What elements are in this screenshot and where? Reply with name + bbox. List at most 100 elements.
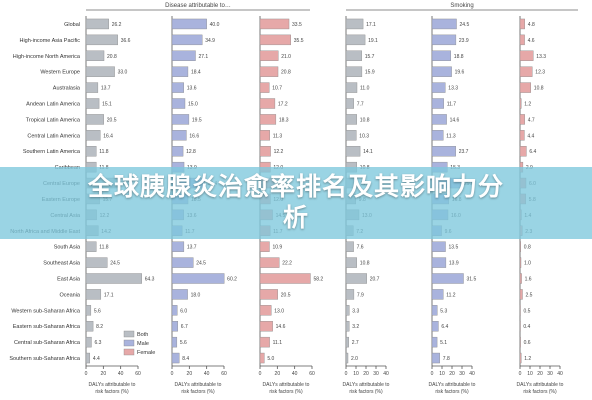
- data-label: 60.2: [227, 277, 237, 283]
- bar: [345, 273, 367, 284]
- data-label: 4.7: [528, 117, 535, 123]
- data-label: 24.5: [110, 261, 120, 267]
- bar: [345, 146, 361, 157]
- bar: [345, 66, 363, 77]
- data-label: 11.0: [360, 86, 370, 92]
- bar: [519, 114, 525, 125]
- data-label: 13.7: [101, 86, 111, 92]
- data-label: 15.1: [102, 102, 112, 108]
- bar: [431, 18, 457, 30]
- data-label: 33.5: [292, 22, 302, 28]
- data-label: 1.6: [525, 277, 532, 283]
- bar: [519, 82, 532, 93]
- bar: [431, 352, 441, 364]
- data-label: 31.5: [467, 277, 477, 283]
- bar: [85, 82, 99, 93]
- data-label: 13.6: [187, 86, 197, 92]
- group-header-label: Disease attributable to…: [165, 3, 231, 9]
- x-tick-label: 20: [363, 371, 369, 377]
- data-label: 18.0: [191, 292, 201, 298]
- data-label: 14.1: [363, 149, 373, 155]
- data-label: 6.3: [94, 340, 101, 346]
- data-label: 13.3: [448, 86, 458, 92]
- bar: [519, 34, 525, 46]
- data-label: 4.4: [527, 133, 534, 139]
- data-label: 8.2: [96, 324, 103, 330]
- x-tick-label: 0: [171, 371, 174, 377]
- data-label: 0.6: [524, 340, 531, 346]
- data-label: 4.4: [93, 356, 100, 362]
- bar: [259, 34, 291, 46]
- data-label: 13.9: [449, 261, 459, 267]
- data-label: 20.8: [281, 70, 291, 76]
- x-tick-label: 0: [431, 371, 434, 377]
- x-axis-label: risk factors (%): [95, 389, 129, 395]
- data-label: 11.8: [99, 149, 109, 155]
- legend-swatch: [123, 348, 135, 356]
- category-label: Western sub-Saharan Africa: [11, 308, 81, 314]
- data-label: 24.5: [196, 261, 206, 267]
- data-label: 15.7: [365, 54, 375, 60]
- bar: [171, 66, 189, 77]
- bar: [85, 336, 92, 348]
- bar: [345, 257, 358, 268]
- data-label: 10.8: [360, 261, 370, 267]
- bar: [171, 352, 180, 364]
- x-axis-label: risk factors (%): [181, 389, 215, 395]
- bar: [85, 34, 118, 46]
- data-label: 11.3: [446, 133, 456, 139]
- bar: [519, 130, 525, 141]
- data-label: 1.2: [524, 102, 531, 108]
- bar: [171, 321, 179, 332]
- x-tick-label: 40: [383, 371, 389, 377]
- bar: [345, 289, 355, 300]
- data-label: 20.7: [370, 277, 380, 283]
- bar: [431, 50, 451, 61]
- x-tick-label: 20: [537, 371, 543, 377]
- bar: [519, 336, 521, 348]
- data-label: 64.3: [145, 277, 155, 283]
- data-label: 36.6: [121, 38, 131, 44]
- bar: [171, 146, 184, 157]
- bar: [431, 34, 457, 46]
- data-label: 20.5: [281, 292, 291, 298]
- bar: [259, 66, 279, 77]
- data-label: 15.0: [188, 102, 198, 108]
- x-axis-label: DALYs attributable to: [517, 382, 564, 388]
- bar: [431, 146, 456, 157]
- x-tick-label: 20: [101, 371, 107, 377]
- data-label: 7.9: [357, 292, 364, 298]
- bar: [345, 114, 358, 125]
- data-label: 16.4: [103, 133, 113, 139]
- x-axis-label: risk factors (%): [349, 389, 383, 395]
- data-label: 12.8: [186, 149, 196, 155]
- data-label: 13.0: [274, 308, 284, 314]
- bar: [519, 241, 521, 252]
- data-label: 12.3: [535, 70, 545, 76]
- bar: [345, 18, 364, 30]
- data-label: 35.5: [294, 38, 304, 44]
- bar: [171, 18, 207, 30]
- x-axis-label: DALYs attributable to: [343, 382, 390, 388]
- bar: [85, 66, 115, 77]
- bar: [519, 66, 533, 77]
- data-label: 34.9: [205, 38, 215, 44]
- x-axis-label: risk factors (%): [435, 389, 469, 395]
- bar: [259, 130, 270, 141]
- bar: [259, 257, 280, 268]
- data-label: 15.9: [365, 70, 375, 76]
- bar: [519, 146, 527, 157]
- x-tick-label: 30: [459, 371, 465, 377]
- x-axis-label: DALYs attributable to: [429, 382, 476, 388]
- x-tick-label: 40: [204, 371, 210, 377]
- bar: [171, 114, 190, 125]
- bar: [431, 241, 446, 252]
- bar: [171, 336, 178, 348]
- category-label: Central sub-Saharan Africa: [14, 340, 81, 346]
- bar: [519, 305, 521, 316]
- category-label: Western Europe: [40, 70, 80, 76]
- x-axis-label: risk factors (%): [269, 389, 303, 395]
- x-tick-label: 10: [353, 371, 359, 377]
- x-tick-label: 20: [187, 371, 193, 377]
- data-label: 19.5: [192, 117, 202, 123]
